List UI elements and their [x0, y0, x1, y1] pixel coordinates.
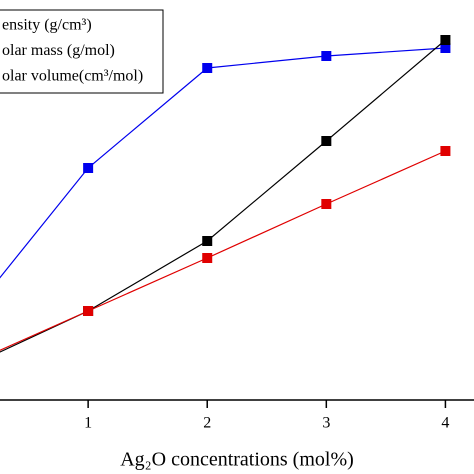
x-tick-label: 4 [441, 415, 449, 432]
marker [321, 51, 332, 61]
marker [440, 35, 451, 45]
plot [0, 35, 451, 353]
legend-box [0, 9, 164, 94]
legend-label: olar mass (g/mol) [2, 42, 115, 59]
marker [83, 306, 94, 316]
marker [202, 63, 213, 73]
marker [321, 199, 332, 209]
legend-label: ensity (g/cm³) [2, 17, 92, 34]
marker [321, 136, 332, 146]
marker [440, 43, 451, 53]
series-line [0, 150, 446, 351]
marker [202, 236, 213, 246]
x-tick-label: 3 [322, 415, 330, 432]
x-tick-label: 2 [203, 415, 211, 432]
marker [83, 163, 94, 173]
marker [202, 253, 213, 263]
x-tick-label: 1 [84, 415, 92, 432]
x-axis-label: Ag₂O concentrations (mol%) [120, 449, 354, 471]
legend-label: olar volume(cm³/mol) [2, 68, 143, 85]
marker [440, 146, 451, 156]
